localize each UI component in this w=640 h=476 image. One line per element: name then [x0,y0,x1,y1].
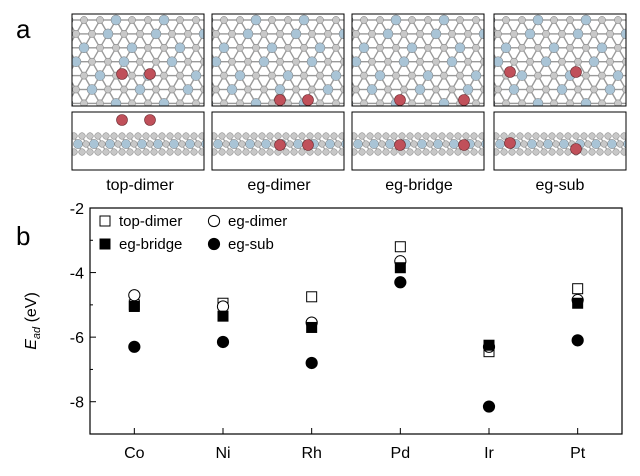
legend-marker-top-dimer [99,215,111,227]
y-axis-label-subscript: ad [31,326,43,339]
structure-eg-dimer [211,13,345,171]
legend-marker-eg-sub [207,237,221,251]
y-axis-label-unit: (eV) [23,292,40,327]
point-eg-sub-pt [571,334,584,347]
point-eg-dimer-ni [216,300,230,313]
x-tick-label-ir: Ir [484,445,494,462]
structure-panels [71,13,627,171]
point-eg-sub-ir [482,400,496,413]
legend-label-eg-bridge: eg-bridge [119,236,182,253]
x-tick-label-co: Co [124,445,145,462]
x-tick-label-ni: Ni [215,445,230,462]
top-view [494,14,626,106]
structure-eg-sub [493,13,627,171]
legend-label-eg-sub: eg-sub [228,236,274,253]
top-view [212,14,344,106]
side-view [352,112,484,170]
point-eg-bridge-pt [572,297,584,309]
y-tick-label: -2 [70,201,84,218]
legend-label-top-dimer: top-dimer [119,213,182,230]
top-view [72,14,204,106]
point-eg-dimer-co [128,289,141,302]
point-eg-bridge-rh [306,321,318,333]
structure-label-eg-dimer: eg-dimer [247,177,311,194]
point-eg-sub-rh [305,356,318,370]
side-view [494,112,626,170]
y-axis-label: Ead (eV) [23,292,43,350]
y-axis: -2 -4 -6 -8 [70,201,96,435]
y-tick-label: -4 [70,266,84,283]
data-points [128,241,584,413]
point-eg-sub-pd [394,276,407,289]
x-tick-label-pt: Pt [570,445,586,462]
x-tick-label-pd: Pd [391,445,411,462]
legend: top-dimer eg-dimer eg-bridge eg-sub [99,213,287,253]
point-top-dimer-pt [572,283,584,295]
point-eg-bridge-co [128,300,140,312]
point-eg-bridge-pd [394,262,406,274]
top-view [352,14,484,106]
panel-a-letter: a [16,14,31,44]
point-eg-bridge-ir [483,339,495,351]
legend-label-eg-dimer: eg-dimer [228,213,287,230]
panel-b-letter: b [16,221,30,251]
legend-marker-eg-bridge [99,238,111,250]
y-tick-label: -8 [70,395,84,412]
side-view [72,112,204,170]
x-tick-label-rh: Rh [301,445,321,462]
adsorption-energy-chart: -2 -4 -6 -8 Co Ni Rh Pd Ir Pt top-dimer eg-dimer e… [23,201,623,462]
legend-marker-eg-dimer [207,214,221,228]
x-axis: Co Ni Rh Pd Ir Pt [124,428,586,462]
point-eg-bridge-ni [217,310,229,322]
y-tick-label: -6 [70,330,84,347]
point-eg-sub-co [128,340,141,353]
structure-label-eg-bridge: eg-bridge [385,177,453,194]
structure-label-eg-sub: eg-sub [536,177,585,194]
side-view [212,112,344,170]
point-eg-sub-ni [216,335,230,349]
structure-top-dimer [71,13,205,171]
point-top-dimer-rh [306,291,318,303]
structure-eg-bridge [351,13,485,171]
point-top-dimer-pd [394,241,406,253]
plot-frame [89,207,623,435]
y-axis-label-symbol: E [23,339,40,350]
structure-label-top-dimer: top-dimer [106,177,174,194]
